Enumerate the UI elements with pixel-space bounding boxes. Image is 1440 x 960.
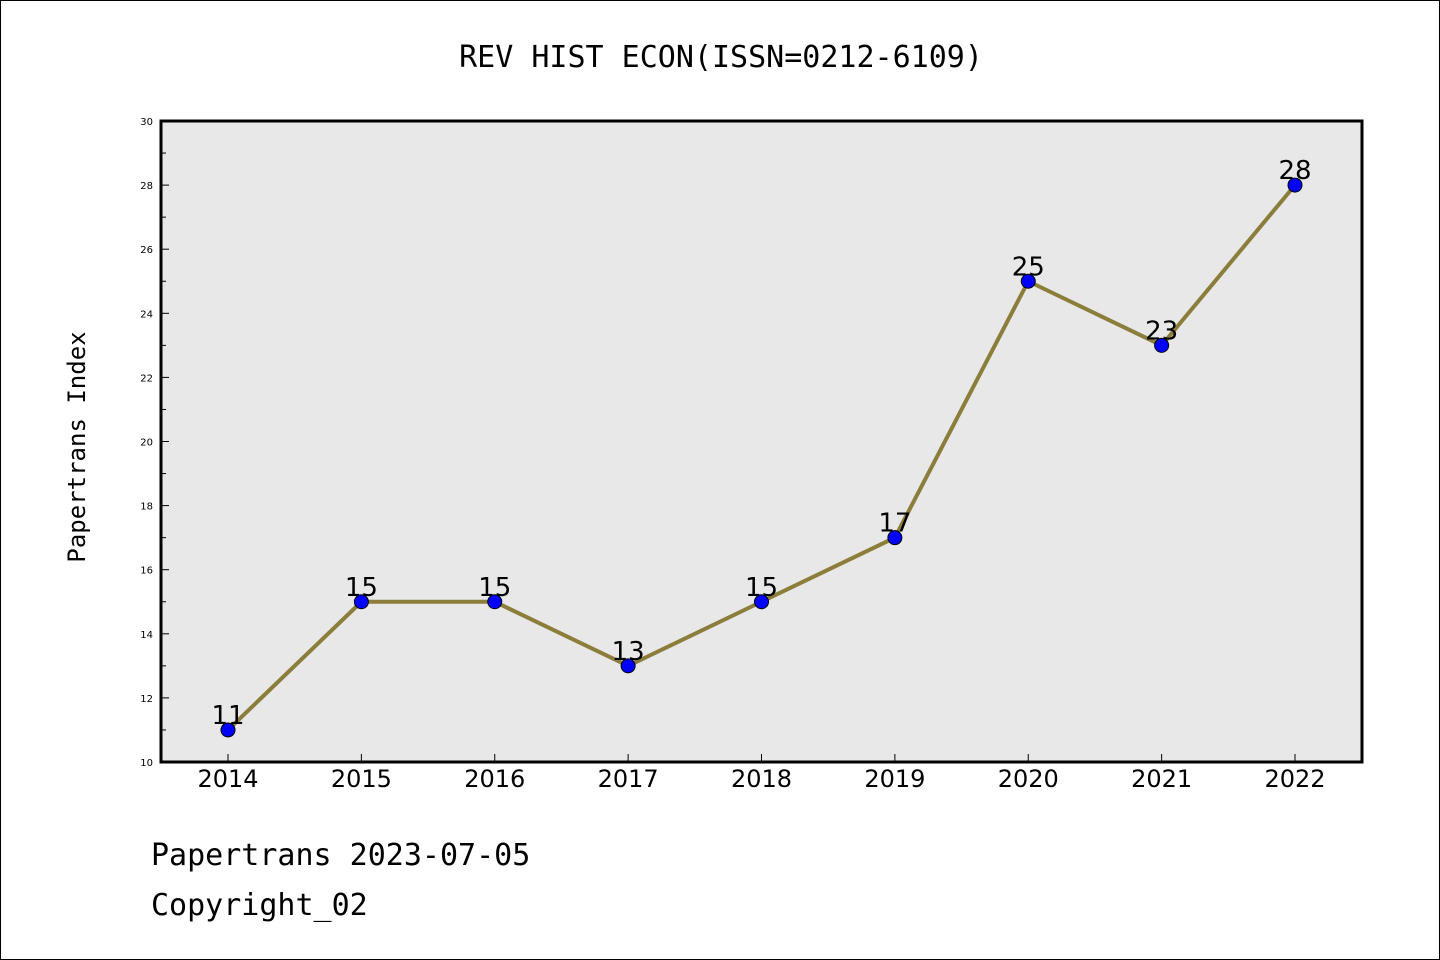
data-label: 15 xyxy=(478,573,511,603)
data-label: 15 xyxy=(345,573,378,603)
data-point xyxy=(1154,337,1170,353)
data-label: 11 xyxy=(211,701,244,731)
data-label: 17 xyxy=(878,509,911,539)
data-label: 25 xyxy=(1012,252,1045,282)
data-point xyxy=(887,530,903,546)
y-tick-label: 20 xyxy=(140,438,153,449)
data-point xyxy=(353,594,369,610)
x-tick-label: 2022 xyxy=(1264,765,1325,793)
x-tick-label: 2019 xyxy=(864,765,925,793)
x-tick-label: 2020 xyxy=(998,765,1059,793)
x-tick-label: 2014 xyxy=(197,765,258,793)
y-tick-label: 16 xyxy=(140,566,153,577)
data-point xyxy=(620,658,636,674)
data-label: 28 xyxy=(1278,156,1311,186)
data-label: 15 xyxy=(745,573,778,603)
y-axis: 10 12 14 16 18 20 22 24 26 28 30 xyxy=(140,117,169,769)
y-tick-label: 12 xyxy=(140,694,153,705)
y-tick-label: 24 xyxy=(140,309,153,320)
data-label: 13 xyxy=(612,637,645,667)
x-tick-label: 2016 xyxy=(464,765,525,793)
y-tick-label: 30 xyxy=(140,117,153,128)
y-tick-label: 14 xyxy=(140,630,153,641)
footer-date: Papertrans 2023-07-05 xyxy=(151,838,530,873)
data-series: 11 15 15 13 15 17 25 23 28 xyxy=(211,156,1312,738)
x-tick-label: 2017 xyxy=(598,765,659,793)
y-axis-label: Papertrans Index xyxy=(63,331,91,562)
x-tick-label: 2015 xyxy=(331,765,392,793)
x-axis: 2014 2015 2016 2017 2018 2019 2020 2021 2022 xyxy=(197,754,1326,793)
footer-copyright: Copyright_02 xyxy=(151,888,368,923)
plot-area xyxy=(159,119,1364,764)
y-tick-label: 26 xyxy=(140,245,153,256)
data-point xyxy=(1020,273,1036,289)
x-tick-label: 2021 xyxy=(1131,765,1192,793)
chart-title: REV HIST ECON(ISSN=0212-6109) xyxy=(459,40,983,75)
x-tick-label: 2018 xyxy=(731,765,792,793)
data-point xyxy=(1287,177,1303,193)
data-point xyxy=(487,594,503,610)
data-point xyxy=(754,594,769,610)
y-tick-label: 28 xyxy=(140,181,153,192)
y-tick-label: 18 xyxy=(140,502,153,513)
data-label: 23 xyxy=(1145,316,1178,346)
y-tick-label: 22 xyxy=(140,373,153,384)
y-tick-label: 10 xyxy=(140,758,153,769)
data-point xyxy=(220,722,236,738)
